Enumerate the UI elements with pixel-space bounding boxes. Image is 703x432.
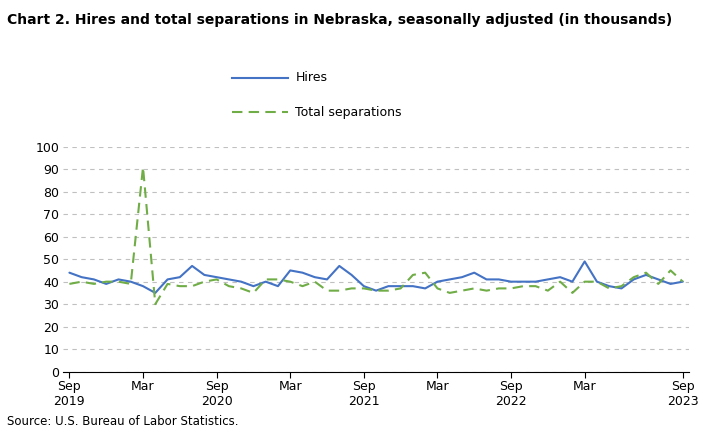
Text: Source: U.S. Bureau of Labor Statistics.: Source: U.S. Bureau of Labor Statistics. xyxy=(7,415,238,428)
Text: Hires: Hires xyxy=(295,71,328,84)
Text: Chart 2. Hires and total separations in Nebraska, seasonally adjusted (in thousa: Chart 2. Hires and total separations in … xyxy=(7,13,672,27)
Text: Total separations: Total separations xyxy=(295,106,401,119)
